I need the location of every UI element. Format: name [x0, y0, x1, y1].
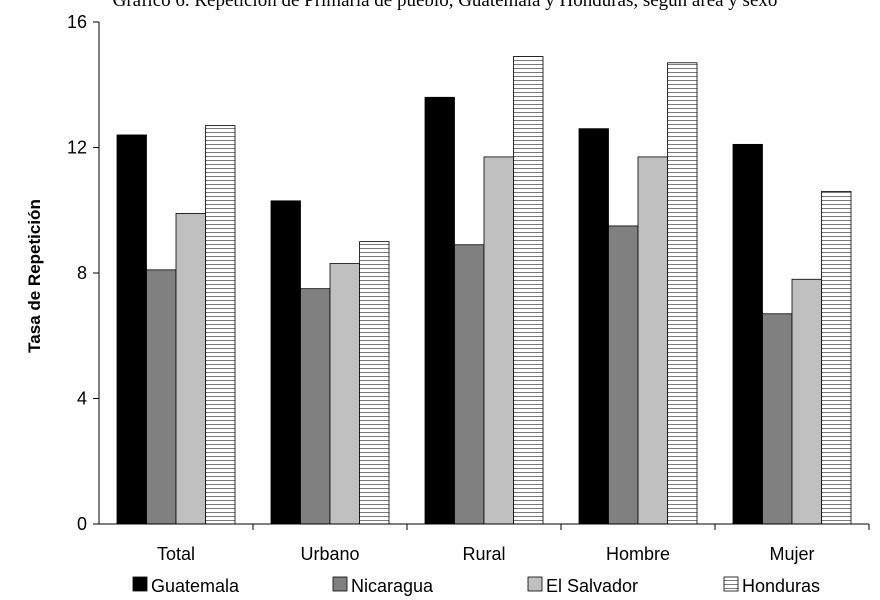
bar-el-salvador-hombre [637, 156, 668, 525]
bar-guatemala-mujer [732, 143, 763, 525]
legend-swatch [723, 576, 739, 592]
bar-honduras-urbano [359, 241, 390, 525]
y-tick-label: 0 [77, 514, 87, 534]
y-tick-label: 16 [67, 12, 87, 32]
x-tick-label: Total [157, 544, 195, 564]
legend-label: Honduras [742, 576, 820, 596]
legend-label: El Salvador [546, 576, 638, 596]
legend-label: Guatemala [151, 576, 240, 596]
bar-honduras-mujer [821, 191, 852, 525]
bar-guatemala-urbano [270, 200, 301, 525]
bar-honduras-total [205, 125, 236, 525]
bar-nicaragua-total [146, 269, 177, 525]
legend-swatch [132, 576, 148, 592]
x-tick-label: Hombre [606, 544, 670, 564]
y-axis-label: Tasa de Repetición [25, 199, 44, 353]
bar-guatemala-hombre [578, 128, 609, 525]
plot-area [116, 56, 852, 525]
y-tick-label: 12 [67, 138, 87, 158]
bar-el-salvador-mujer [791, 278, 822, 525]
x-tick-label: Urbano [300, 544, 359, 564]
bar-honduras-rural [513, 56, 544, 525]
bar-nicaragua-urbano [300, 288, 331, 525]
chart-title: Gráfico 6. Repetición de Primaria de pue… [113, 0, 778, 11]
legend-swatch [332, 576, 348, 592]
bar-nicaragua-mujer [762, 313, 793, 525]
x-tick-label: Mujer [769, 544, 814, 564]
legend-label: Nicaragua [351, 576, 434, 596]
bar-el-salvador-total [175, 212, 206, 525]
x-tick-label: Rural [462, 544, 505, 564]
bar-el-salvador-rural [483, 156, 514, 525]
bar-nicaragua-hombre [608, 225, 639, 525]
y-tick-label: 8 [77, 263, 87, 283]
bar-nicaragua-rural [454, 244, 485, 525]
bar-guatemala-rural [424, 96, 455, 525]
axes: 0 4 8 12 16 Total Urbano Rural Hombre Mujer [67, 12, 870, 564]
y-tick-label: 4 [77, 389, 87, 409]
bar-honduras-hombre [667, 62, 698, 525]
legend: Guatemala Nicaragua El Salvador Honduras [132, 576, 820, 596]
legend-swatch [527, 576, 543, 592]
bar-guatemala-total [116, 134, 147, 525]
bar-el-salvador-urbano [329, 263, 360, 525]
